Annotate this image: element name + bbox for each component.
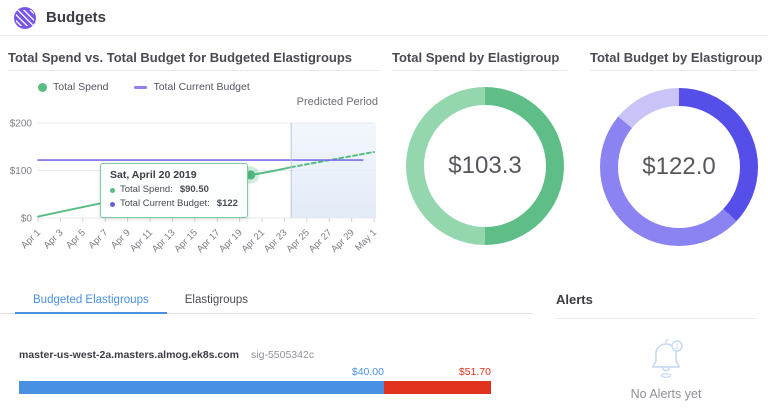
svg-text:Apr 11: Apr 11 — [128, 227, 155, 254]
svg-text:Apr 1: Apr 1 — [19, 227, 43, 251]
predicted-period-label: Predicted Period — [296, 96, 378, 108]
total-spend-donut-chart[interactable]: $103.3 — [406, 87, 564, 245]
svg-text:Apr 3: Apr 3 — [42, 227, 66, 251]
legend-total-current-budget: Total Current Budget — [134, 81, 250, 93]
chart-tooltip: Sat, April 20 2019 Total Spend: $90.50 T… — [100, 163, 248, 218]
panel-divider — [590, 70, 757, 71]
budget-donut-title: Total Budget by Elastigroup — [590, 50, 763, 65]
svg-text:Apr 17: Apr 17 — [195, 227, 223, 255]
spend-donut-value: $103.3 — [448, 152, 522, 179]
legend-total-spend: Total Spend — [38, 81, 108, 93]
legend-budget-dash-icon — [134, 85, 148, 89]
budget-donut-value: $122.0 — [642, 153, 716, 180]
budget-amount-label: $40.00 — [351, 366, 384, 378]
spend-donut-title: Total Spend by Elastigroup — [392, 50, 560, 65]
tooltip-budget-bullet-icon — [110, 201, 115, 207]
svg-text:Apr 15: Apr 15 — [172, 227, 200, 255]
svg-text:1: 1 — [675, 342, 679, 351]
alerts-title: Alerts — [556, 292, 593, 307]
panel-divider — [392, 70, 568, 71]
total-budget-donut-chart[interactable]: $122.0 — [600, 88, 758, 246]
tooltip-budget-row: Total Current Budget: $122 — [110, 197, 238, 211]
tooltip-spend-bullet-icon — [110, 187, 115, 193]
bell-icon: 1 — [646, 336, 686, 380]
app-header: Budgets — [0, 0, 768, 36]
svg-text:Apr 21: Apr 21 — [240, 227, 268, 255]
tooltip-date: Sat, April 20 2019 — [110, 169, 197, 181]
svg-text:Apr 7: Apr 7 — [86, 227, 110, 251]
elastigroup-name[interactable]: master-us-west-2a.masters.almog.ek8s.com — [19, 349, 240, 361]
tooltip-spend-row: Total Spend: $90.50 — [110, 183, 238, 197]
svg-text:Apr 5: Apr 5 — [64, 227, 88, 251]
spend-over-budget-segment — [384, 381, 491, 394]
spend-within-budget-segment — [19, 381, 384, 394]
svg-text:Apr 19: Apr 19 — [217, 227, 245, 255]
elastigroup-list-item[interactable]: master-us-west-2a.masters.almog.ek8s.com… — [19, 349, 314, 361]
svg-text:Apr 23: Apr 23 — [262, 227, 290, 255]
no-alerts-text: No Alerts yet — [630, 387, 702, 401]
svg-text:Apr 29: Apr 29 — [329, 227, 357, 255]
elastigroups-tab-bar: Budgeted Elastigroups Elastigroups — [0, 291, 533, 314]
svg-text:Apr 25: Apr 25 — [284, 227, 312, 255]
svg-text:$100: $100 — [10, 166, 33, 177]
spend-vs-budget-title: Total Spend vs. Total Budget for Budgete… — [8, 50, 353, 65]
spotinst-logo-icon[interactable] — [14, 6, 36, 29]
svg-text:May 1: May 1 — [353, 227, 379, 253]
svg-text:Apr 13: Apr 13 — [150, 227, 178, 255]
page-title: Budgets — [46, 9, 106, 26]
spend-progress-bar — [19, 381, 491, 394]
tab-elastigroups[interactable]: Elastigroups — [184, 294, 249, 306]
svg-text:$0: $0 — [21, 214, 33, 225]
svg-text:$200: $200 — [10, 119, 33, 130]
tab-budgeted-elastigroups[interactable]: Budgeted Elastigroups — [15, 291, 167, 314]
elastigroup-sig-id: sig-5505342c — [251, 349, 315, 361]
panel-divider — [8, 70, 380, 71]
legend-spend-dot-icon — [38, 82, 47, 92]
panel-divider — [556, 318, 756, 319]
svg-text:Apr 27: Apr 27 — [307, 227, 335, 255]
total-spend-amount-label: $51.70 — [458, 366, 491, 378]
chart-legend: Total Spend Total Current Budget — [38, 81, 250, 93]
